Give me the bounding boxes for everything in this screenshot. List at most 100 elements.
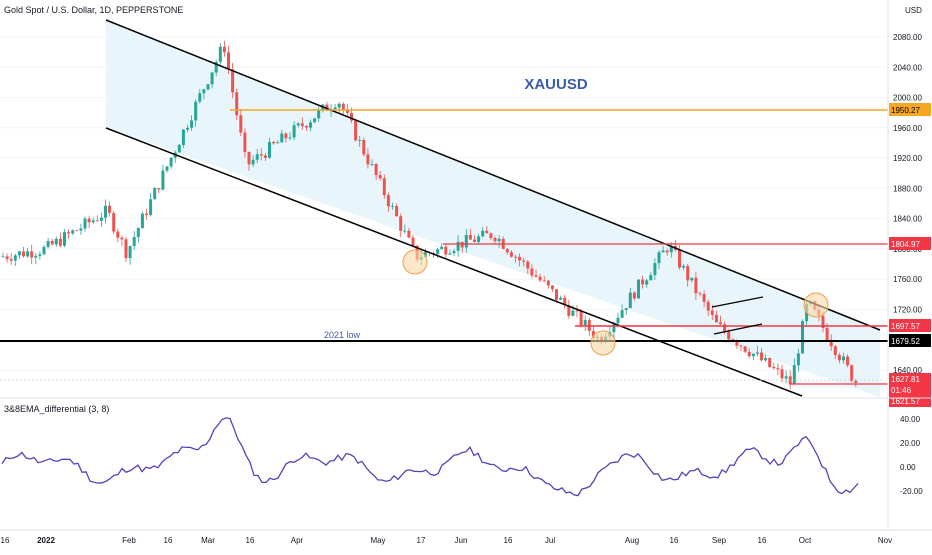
candle: [682, 263, 686, 271]
candle: [792, 358, 796, 385]
candle: [624, 308, 628, 316]
candle: [58, 232, 62, 248]
candle: [776, 363, 780, 376]
candle: [801, 319, 804, 354]
candle: [468, 228, 472, 240]
candle: [456, 235, 460, 257]
candle: [854, 379, 858, 387]
candle: [149, 193, 153, 217]
time-axis[interactable]: 16 2022 Feb 16 Mar 16 Apr May 17 Jun 16 Jul Aug 16 Sep…: [1, 536, 893, 545]
candle: [694, 272, 698, 300]
candle: [259, 148, 263, 161]
candle: [309, 119, 312, 132]
candle: [821, 312, 825, 333]
candle: [673, 239, 677, 252]
indicator-line[interactable]: [1, 417, 859, 497]
candle: [391, 202, 394, 210]
time-tick-label: 2022: [37, 536, 55, 545]
candle: [645, 278, 649, 288]
candle: [772, 362, 776, 370]
candle: [403, 224, 407, 234]
candle: [850, 364, 854, 383]
level-badges: 1950.27 1804.97 1697.57 1679.52 1627.81 01:46…: [889, 103, 931, 407]
label-2021-low: 2021 low: [324, 330, 361, 340]
candle: [452, 248, 456, 257]
wedge-upper-line[interactable]: [711, 296, 764, 308]
candle: [276, 140, 280, 144]
candle: [292, 121, 296, 141]
channel-lower-line[interactable]: [105, 127, 803, 397]
time-tick-label: 16: [246, 536, 255, 545]
candle: [686, 263, 690, 287]
candle: [661, 245, 665, 253]
touch-circle-oct: [803, 292, 829, 318]
candle: [743, 345, 747, 353]
indicator-tick-label: 20.00: [900, 439, 921, 448]
candle: [768, 357, 772, 368]
candle: [833, 344, 837, 360]
time-tick-label: Feb: [122, 536, 136, 545]
price-tick-label: 1920.00: [893, 154, 922, 163]
time-tick-label: Sep: [712, 536, 727, 545]
candle: [378, 170, 382, 181]
candle: [788, 370, 792, 390]
candle: [546, 280, 550, 289]
candle: [538, 274, 542, 282]
time-tick-label: Oct: [799, 536, 812, 545]
candle: [530, 264, 534, 279]
price-tick-label: 1720.00: [893, 306, 922, 315]
candle: [555, 289, 558, 303]
candle: [386, 192, 390, 212]
candle: [157, 188, 161, 194]
candle: [198, 88, 202, 104]
candle: [526, 259, 530, 274]
symbol-title: Gold Spot / U.S. Dollar, 1D, PEPPERSTONE: [4, 5, 183, 15]
candle: [99, 212, 103, 227]
candle: [83, 216, 87, 232]
price-tick-label: 1880.00: [893, 184, 922, 193]
channel-upper-line[interactable]: [105, 19, 881, 331]
wedge-lower-line[interactable]: [713, 323, 763, 335]
time-tick-label: 16: [504, 536, 513, 545]
candle: [575, 305, 579, 318]
price-tick-label: 2000.00: [893, 94, 922, 103]
candle: [370, 159, 374, 167]
touch-circle-jul: [590, 330, 616, 356]
candle: [128, 245, 132, 265]
candle: [637, 279, 640, 299]
candle: [464, 229, 468, 253]
candle: [50, 238, 54, 246]
badge-1680: 1679.52: [891, 337, 920, 346]
candle: [218, 43, 222, 65]
candle: [255, 148, 259, 164]
candle: [485, 226, 489, 234]
candle: [382, 174, 386, 199]
candle: [796, 349, 800, 372]
time-tick-label: 16: [1, 536, 10, 545]
time-tick-label: Nov: [878, 536, 892, 545]
candle: [649, 271, 653, 281]
candle: [362, 137, 366, 157]
candle: [9, 253, 13, 265]
candle: [719, 315, 722, 325]
candle: [153, 187, 157, 200]
candle: [79, 223, 83, 235]
candle: [653, 258, 657, 280]
candle: [186, 124, 189, 133]
candle: [239, 109, 243, 137]
candle: [567, 299, 571, 319]
candle: [104, 199, 107, 224]
currency-label: USD: [905, 6, 922, 15]
candle: [559, 295, 563, 300]
channel-fill: [106, 20, 880, 397]
candle: [522, 257, 526, 267]
badge-1698-bg: [889, 319, 931, 332]
candle: [22, 246, 25, 258]
candle: [165, 166, 169, 173]
candle: [272, 140, 276, 145]
candle: [304, 124, 308, 131]
candle: [296, 122, 300, 128]
candle: [108, 201, 112, 217]
